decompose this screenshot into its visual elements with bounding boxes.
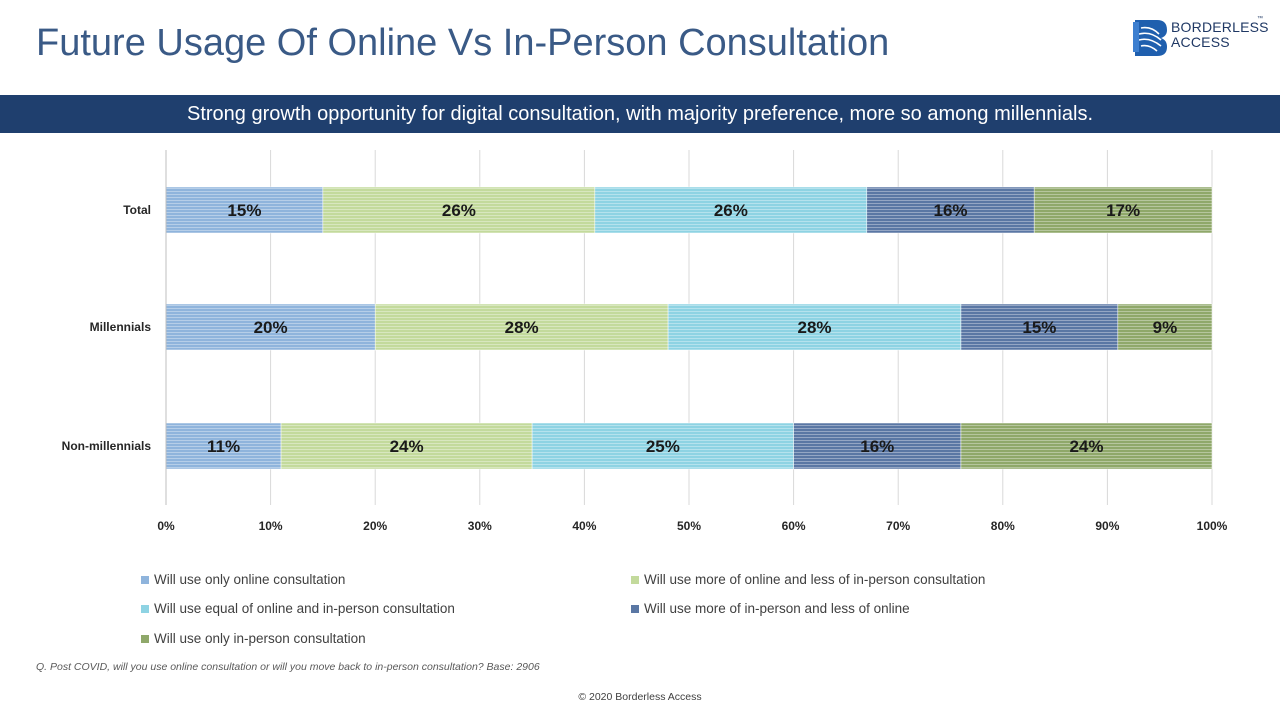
legend-swatch	[631, 575, 639, 584]
data-label: 24%	[390, 437, 424, 456]
legend-item: Will use equal of online and in-person c…	[141, 601, 455, 616]
legend-item: Will use more of in-person and less of o…	[631, 601, 910, 616]
bar-texture	[1034, 187, 1212, 233]
x-tick-label: 20%	[363, 519, 387, 533]
bar-texture	[375, 304, 669, 350]
subtitle-banner: Strong growth opportunity for digital co…	[0, 95, 1280, 133]
logo-line1: BORDERLESS	[1171, 19, 1269, 35]
legend-label: Will use more of online and less of in-p…	[644, 572, 986, 587]
legend-item: Will use only in-person consultation	[141, 631, 366, 646]
legend-label: Will use equal of online and in-person c…	[154, 601, 455, 616]
data-label: 16%	[860, 437, 894, 456]
data-label: 28%	[505, 318, 539, 337]
bar-texture	[866, 187, 1035, 233]
x-tick-label: 60%	[782, 519, 806, 533]
bar-texture	[793, 423, 961, 469]
x-tick-label: 90%	[1095, 519, 1119, 533]
brand-logo: BORDERLESS ACCESS ™	[1133, 16, 1269, 58]
legend-swatch	[141, 634, 149, 643]
logo-line2: ACCESS	[1171, 34, 1230, 50]
axes: 0% 10% 20% 30% 40% 50% 60% 70% 80% 90% 100% Total Mi…	[62, 150, 1228, 533]
bar-texture	[322, 187, 595, 233]
category-label: Millennials	[90, 320, 152, 334]
bar-texture	[960, 423, 1212, 469]
data-label: 15%	[227, 201, 261, 220]
legend-swatch	[141, 604, 149, 613]
data-label: 20%	[254, 318, 288, 337]
x-tick-label: 40%	[572, 519, 596, 533]
bar-texture	[166, 187, 323, 233]
legend-swatch	[141, 575, 149, 584]
x-tick-label: 30%	[468, 519, 492, 533]
bars	[165, 186, 1213, 470]
bar-texture	[532, 423, 794, 469]
data-labels: 15% 26% 26% 16% 17% 20% 28% 28% 15% 9% 11% 24% 25% 16…	[207, 201, 1177, 456]
logo-text: BORDERLESS ACCESS	[1171, 20, 1269, 50]
data-label: 26%	[714, 201, 748, 220]
category-label: Non-millennials	[62, 439, 152, 453]
page-title: Future Usage Of Online Vs In-Person Cons…	[36, 22, 890, 64]
x-tick-label: 80%	[991, 519, 1015, 533]
legend-item: Will use only online consultation	[141, 572, 345, 587]
logo-mark-icon	[1133, 20, 1167, 56]
data-label: 11%	[207, 437, 240, 456]
x-tick-label: 70%	[886, 519, 910, 533]
data-label: 17%	[1106, 201, 1140, 220]
legend-item: Will use more of online and less of in-p…	[631, 572, 985, 587]
survey-note: Q. Post COVID, will you use online consu…	[36, 661, 540, 673]
x-tick-label: 100%	[1197, 519, 1228, 533]
copyright: © 2020 Borderless Access	[578, 691, 702, 703]
bar-texture	[166, 423, 282, 469]
x-tick-label: 50%	[677, 519, 701, 533]
legend-label: Will use only in-person consultation	[154, 631, 366, 646]
bar-texture	[960, 304, 1118, 350]
data-label: 25%	[646, 437, 680, 456]
bar-texture	[668, 304, 961, 350]
data-label: 16%	[933, 201, 967, 220]
legend-swatch	[631, 604, 639, 613]
bar-texture	[281, 423, 533, 469]
category-label: Total	[123, 203, 151, 217]
stacked-bar-chart: 15% 26% 26% 16% 17% 20% 28% 28% 15% 9% 11% 24% 25% 16…	[62, 150, 1228, 533]
bar-texture	[1117, 304, 1212, 350]
data-label: 26%	[442, 201, 476, 220]
x-tick-label: 0%	[157, 519, 175, 533]
legend-label: Will use more of in-person and less of o…	[644, 601, 910, 616]
legend-label: Will use only online consultation	[154, 572, 346, 587]
data-label: 28%	[798, 318, 832, 337]
bar-texture	[594, 187, 867, 233]
data-label: 24%	[1069, 437, 1103, 456]
bar-texture	[166, 304, 376, 350]
x-tick-label: 10%	[259, 519, 283, 533]
logo-trademark: ™	[1257, 16, 1263, 22]
data-label: 15%	[1022, 318, 1056, 337]
data-label: 9%	[1153, 318, 1178, 337]
